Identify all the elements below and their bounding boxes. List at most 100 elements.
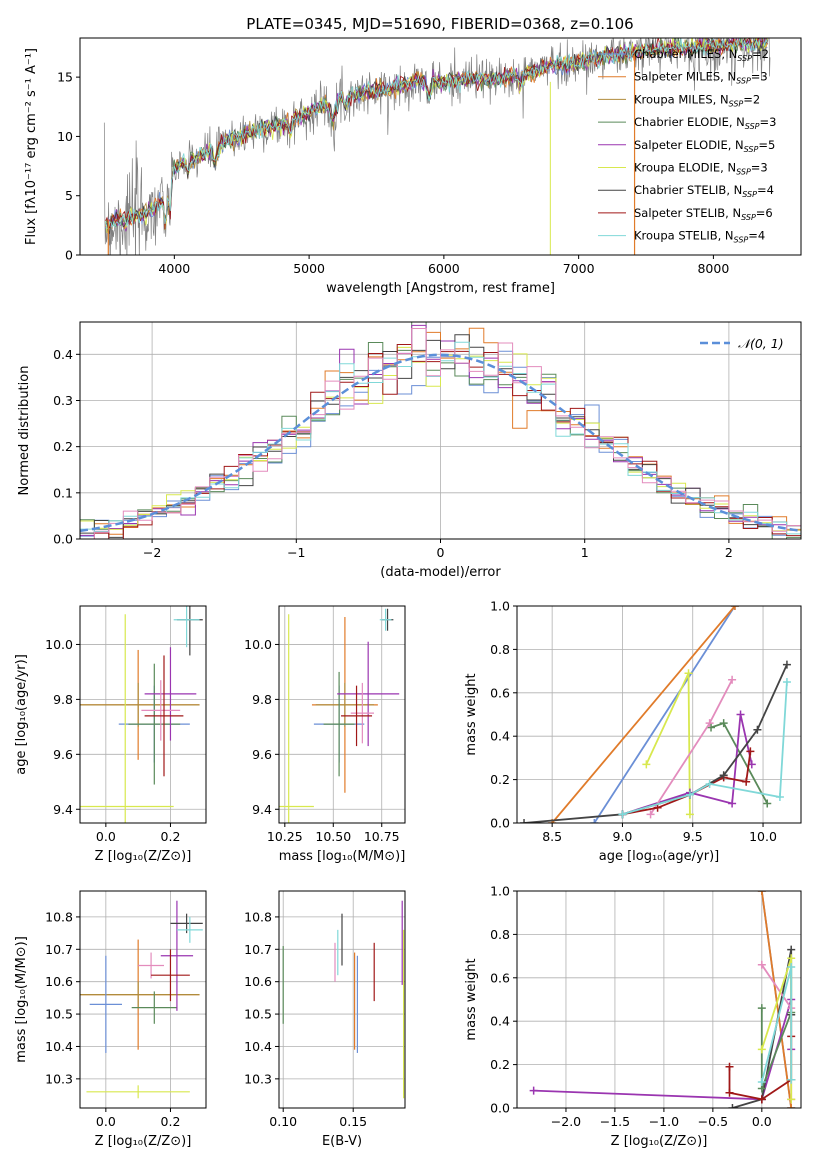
y-tick-label: 10.6 [244, 974, 272, 989]
panel-massweight-vs-Z: −2.0 −1.5 −1.0 −0.5 0.0 0.0 0.2 0.4 0.6 0.8 1.0 Z [… [464, 884, 802, 1149]
errorbar-point [173, 606, 200, 648]
legend-entry: Salpeter ELODIE, NSSP=5 [634, 138, 775, 154]
panel-age-vs-mass: 10.25 10.50 10.75 9.4 9.6 9.8 10.0 mass [log₁₀(… [244, 605, 406, 864]
plot-area-mass-vs-Z [80, 900, 203, 1099]
y-tick-label: 10.3 [244, 1071, 272, 1086]
plot-area-mass-vs-EBV [282, 900, 405, 1099]
errorbar-point [144, 655, 184, 777]
errorbar-point [80, 614, 174, 823]
x-axis-label: age [log₁₀(age/yr)] [599, 849, 720, 864]
y-tick-label: 10.4 [244, 1039, 272, 1054]
errorbar-point [341, 685, 373, 747]
y-tick-label: 9.6 [252, 747, 272, 762]
spectrum-legend: Chabrier MILES, NSSP=2 Salpeter MILES, NS… [598, 47, 776, 245]
x-axis-label: Z [log₁₀(Z/Z⊙)] [611, 1134, 708, 1149]
x-tick-label: 0.0 [96, 829, 116, 844]
legend-entry: Salpeter MILES, NSSP=3 [634, 70, 768, 86]
y-tick-label: 9.4 [53, 802, 73, 817]
x-tick-label: 0.0 [752, 1114, 772, 1129]
y-axis-label: Flux [fλ10⁻¹⁷ erg cm⁻² s⁻¹ A⁻¹] [24, 48, 39, 245]
y-tick-label: 0.4 [490, 1014, 510, 1029]
errorbar-point [379, 608, 392, 631]
mass-weight-marker [590, 819, 599, 823]
legend-entry: Chabrier MILES, NSSP=2 [634, 47, 769, 63]
errorbar-point [144, 647, 197, 741]
errorbar-point [176, 916, 203, 943]
normal-legend-label: 𝒩(0, 1) [738, 336, 784, 351]
mass-weight-marker [753, 725, 762, 734]
x-tick-label: 0.10 [269, 1114, 297, 1129]
y-tick-label: 0.2 [490, 1057, 510, 1072]
x-tick-label: −1.0 [649, 1114, 679, 1129]
legend-entry: Chabrier ELODIE, NSSP=3 [634, 115, 776, 131]
x-tick-label: 10.25 [267, 829, 303, 844]
mass-weight-marker [787, 1104, 796, 1108]
errorbar-point [323, 671, 355, 777]
mass-weight-marker [757, 891, 766, 895]
x-axis-label: E(B-V) [322, 1134, 362, 1149]
legend-entry: Kroupa MILES, NSSP=2 [634, 92, 760, 108]
plot-area-age-vs-Z [80, 606, 203, 823]
model-spectrum-chabrier-elodie [105, 38, 768, 231]
y-tick-label: 0.4 [490, 729, 510, 744]
y-tick-label: 10 [57, 129, 73, 144]
errorbar-point [89, 955, 122, 1053]
legend-entry: Kroupa ELODIE, NSSP=3 [634, 161, 768, 177]
mass-weight-marker [787, 1095, 796, 1104]
mass-weight-marker [705, 779, 714, 788]
mass-weight-marker [684, 669, 693, 678]
y-tick-label: 9.8 [252, 692, 272, 707]
mass-weight-marker [719, 771, 728, 780]
panel-mass-vs-Z: 0.0 0.2 10.3 10.4 10.5 10.6 10.7 10.8 Z [log₁₀(Z… [14, 890, 207, 1149]
panel-mass-vs-EBV: 0.10 0.15 10.3 10.4 10.5 10.6 10.7 10.8 E(B-V) [244, 890, 406, 1149]
mass-weight-marker [730, 606, 739, 610]
errorbar-point [315, 682, 374, 727]
x-axis-label: mass [log₁₀(M/M⊙)] [279, 849, 406, 864]
y-tick-label: 9.4 [252, 802, 272, 817]
y-tick-label: 10.7 [244, 942, 272, 957]
y-tick-label: 0.6 [490, 685, 510, 700]
errorbar-point [86, 1085, 190, 1099]
y-tick-label: 5 [65, 188, 73, 203]
y-axis-label: Normed distribution [17, 366, 32, 496]
mass-weight-marker [746, 747, 755, 756]
x-tick-label: 6000 [428, 261, 460, 276]
mass-weight-marker [725, 1062, 734, 1071]
mass-weight-marker [728, 675, 737, 684]
y-tick-label: 0.0 [490, 1101, 510, 1116]
x-tick-label: 8.5 [542, 829, 562, 844]
mass-weight-marker [775, 792, 784, 801]
x-tick-label: 0.2 [161, 829, 181, 844]
x-tick-label: 1 [581, 545, 589, 560]
x-tick-label: 5000 [293, 261, 325, 276]
plot-area-massweight-vs-Z [529, 891, 796, 1108]
mass-weight-marker [653, 803, 662, 812]
legend-entry: Kroupa STELIB, NSSP=4 [634, 229, 765, 245]
mass-weight-marker [763, 799, 772, 808]
y-tick-label: 10.8 [244, 909, 272, 924]
x-tick-label: 10.50 [315, 829, 351, 844]
errorbar-point [350, 682, 374, 744]
x-tick-label: −2 [143, 545, 161, 560]
errorbar-point [131, 991, 177, 1024]
y-axis-label: age [log₁₀(age/yr)] [14, 654, 29, 775]
y-tick-label: 0.2 [53, 439, 73, 454]
y-tick-label: 0 [65, 248, 73, 263]
mass-weight-marker [646, 810, 655, 819]
model-spectrum-salpeter-stelib [105, 38, 768, 230]
axes-frame [278, 605, 406, 824]
mass-weight-marker [742, 777, 751, 786]
axes-frame [278, 890, 406, 1109]
panel-age-vs-Z: 0.0 0.2 9.4 9.6 9.8 10.0 Z [log₁₀(Z/Z⊙)] age [l… [14, 605, 207, 864]
mass-weight-marker [685, 790, 694, 799]
mass-weight-marker [725, 1088, 734, 1097]
y-tick-label: 0.3 [53, 393, 73, 408]
x-tick-label: 10.75 [364, 829, 400, 844]
mass-weight-marker [787, 945, 796, 954]
mass-weight-marker [736, 710, 745, 719]
axes-frame [79, 605, 207, 824]
y-tick-label: 0.6 [490, 970, 510, 985]
y-tick-label: 10.0 [244, 637, 272, 652]
y-tick-label: 1.0 [490, 884, 510, 899]
